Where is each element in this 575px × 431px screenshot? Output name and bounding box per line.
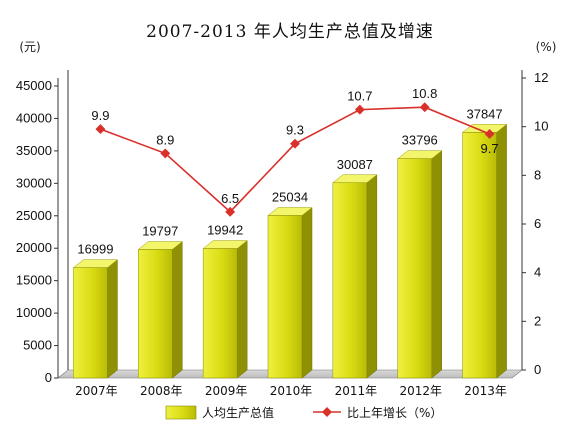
bar-front [267,215,303,379]
bar-side [172,241,183,379]
line-point [290,138,300,149]
category-label: 2011年 [335,384,378,398]
bar [461,123,508,379]
line-value-label: 6.5 [221,191,239,206]
bar-front [202,248,238,379]
bar-side [301,207,313,379]
bar-value-label: 37847 [466,106,502,121]
bar [332,174,378,379]
line-value-label: 8.9 [156,132,174,147]
line-point [160,148,171,159]
left-tick-label: 45000 [16,78,52,93]
chart-title: 2007-2013 年人均生产总值及增速 [146,22,434,42]
bar-value-label: 33796 [402,133,438,148]
right-tick-label: 8 [534,167,541,182]
legend-bar-swatch [165,405,197,420]
category-label: 2012年 [399,384,442,398]
right-tick-label: 6 [534,216,541,231]
category-label: 2013年 [464,384,507,398]
bar [397,150,443,379]
right-axis-ticks: 0 2 4 6 8 10 12 [522,70,548,377]
category-label: 2008年 [140,384,183,398]
line-point [419,102,430,113]
bar-value-label: 16999 [77,242,113,257]
category-labels: 2007年 2008年 2009年 2010年 2011年 2012年 2013年 [75,384,507,398]
line-value-labels: 9.9 8.9 6.5 9.3 10.7 10.8 9.7 [91,86,498,206]
legend-line-label: 比上年增长（%） [347,406,442,420]
legend-line-marker [322,407,332,417]
bar-side [431,150,442,379]
bar-front [462,132,497,379]
left-tick-label: 25000 [16,208,52,223]
line-value-label: 9.9 [91,108,109,123]
left-tick-label: 35000 [16,143,52,158]
line-value-label: 10.8 [412,86,437,101]
bar-front [332,182,368,379]
left-tick-label: 10000 [16,305,52,320]
left-tick-label: 0 [45,370,52,385]
legend: 人均生产总值 比上年增长（%） [165,405,442,420]
bar-side [236,240,248,379]
bar-front [138,249,173,379]
bar-value-label: 30087 [337,157,373,172]
left-axis-unit: (元) [19,40,40,54]
line-series [95,102,495,217]
bar [72,259,119,379]
left-axis-ticks: 0 5000 10000 15000 20000 25000 30000 35000 40000… [16,78,58,385]
line-value-label: 9.7 [481,141,499,156]
bar [202,240,248,379]
line-value-label: 9.3 [286,123,304,138]
bar-side [107,259,118,379]
left-tick-label: 5000 [23,338,52,353]
bar [137,241,183,379]
left-tick-label: 30000 [16,175,52,190]
line-point [354,104,365,115]
bar-value-label: 19797 [142,224,178,239]
right-tick-label: 12 [534,70,548,85]
bar-side [366,174,378,379]
line-point [484,129,495,139]
bar-series [72,123,508,379]
right-axis-unit: (%) [536,40,557,54]
right-tick-label: 0 [534,362,541,377]
category-label: 2010年 [270,384,313,398]
line-point [95,124,106,135]
bar-front [73,267,108,379]
bar-value-label: 19942 [207,223,243,238]
right-tick-label: 4 [534,265,541,280]
legend-bar-label: 人均生产总值 [202,405,274,420]
line-value-label: 10.7 [347,89,372,104]
left-tick-label: 20000 [16,240,52,255]
right-tick-label: 2 [534,313,541,328]
line-point [225,206,236,217]
bar-value-labels: 16999 19797 19942 25034 30087 33796 37847 [77,106,502,256]
bar-value-label: 25034 [272,190,308,205]
category-label: 2007年 [75,384,118,398]
bar-front [397,158,432,379]
right-tick-label: 10 [534,119,548,134]
bar [267,207,313,379]
category-label: 2009年 [205,384,248,398]
bar-side [496,123,507,379]
left-tick-label: 15000 [16,273,52,288]
left-tick-label: 40000 [16,110,52,125]
